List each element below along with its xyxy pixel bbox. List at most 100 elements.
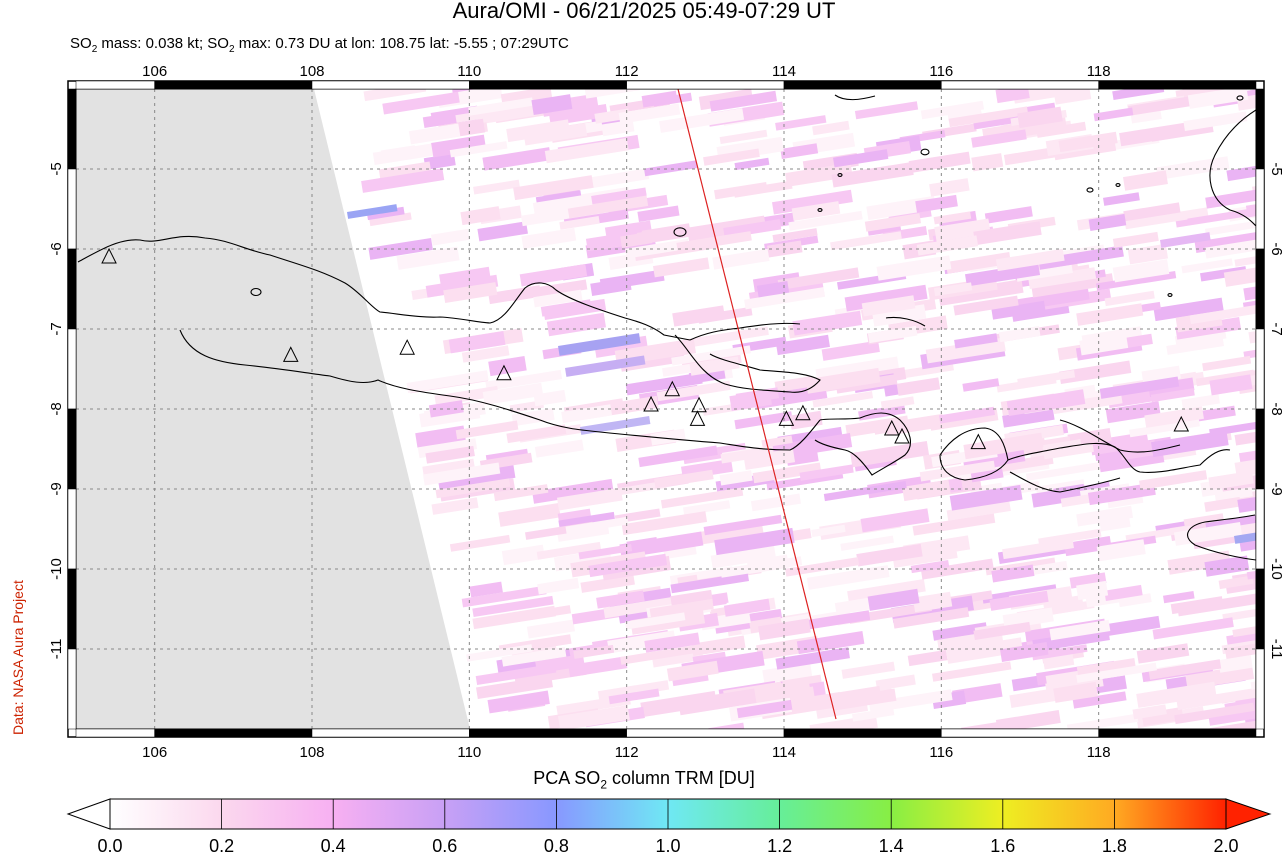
so2-pixel [973, 221, 1042, 246]
so2-pixel [608, 688, 660, 705]
so2-pixel [861, 295, 916, 317]
so2-pixel [1104, 290, 1155, 307]
so2-pixel [963, 432, 1044, 460]
so2-pixel [1042, 653, 1075, 670]
so2-pixel [761, 435, 793, 448]
so2-pixel [938, 279, 1024, 306]
border-segment [1255, 168, 1265, 250]
so2-pixel [858, 404, 906, 421]
so2-summary: SO2 mass: 0.038 kt; SO2 max: 0.73 DU at … [70, 35, 569, 55]
so2-pixel [473, 179, 520, 195]
so2-pixel [568, 656, 628, 678]
border-segment [1255, 248, 1265, 330]
so2-pixel [736, 699, 793, 719]
volcano-triangle [691, 396, 707, 413]
so2-pixel [369, 212, 412, 227]
latitude-label: -7 [48, 322, 65, 335]
so2-pixel [872, 304, 927, 327]
so2-pixel [564, 355, 646, 377]
border-segment [67, 328, 77, 410]
so2-pixel [408, 123, 461, 145]
colorbar-low-arrow [66, 798, 111, 830]
so2-pixel [1162, 590, 1195, 604]
so2-pixel [620, 231, 653, 248]
so2-pixel [1038, 245, 1124, 270]
so2-pixel [603, 594, 688, 619]
so2-pixel [1132, 704, 1167, 720]
so2-pixel [637, 205, 680, 222]
so2-pixel [1076, 662, 1157, 683]
so2-pixel [1042, 439, 1083, 460]
so2-pixel [1237, 370, 1256, 394]
so2-pixel [799, 464, 854, 481]
so2-pixel [1088, 213, 1127, 231]
so2-pixel [670, 589, 713, 609]
so2-pixel [439, 266, 491, 285]
longitude-label: 118 [1087, 744, 1111, 760]
so2-pixel [714, 181, 768, 200]
so2-pixel [1139, 470, 1208, 490]
border-segment [311, 728, 470, 738]
so2-pixel [723, 598, 771, 617]
so2-pixel [1103, 192, 1140, 206]
so2-pixel [772, 189, 853, 215]
volcano-triangle [643, 395, 659, 412]
so2-pixel [995, 248, 1065, 272]
so2-pixel [561, 404, 613, 424]
so2-pixel [1234, 422, 1256, 446]
so2-pixel [1032, 628, 1110, 652]
so2-pixel [710, 545, 777, 569]
border-segment [1255, 328, 1265, 410]
so2-pixel [892, 607, 970, 629]
so2-pixel [907, 649, 948, 667]
so2-pixel [1118, 593, 1152, 608]
so2-pixel [991, 300, 1046, 320]
so2-pixel [485, 369, 563, 391]
so2-pixel [809, 714, 878, 729]
island [1115, 183, 1121, 187]
so2-pixel [1202, 355, 1252, 372]
colorbar-tick-label: 1.0 [655, 836, 680, 855]
so2-pixel [1009, 687, 1065, 708]
so2-pixel [1031, 273, 1114, 298]
border-segment [1098, 80, 1257, 90]
so2-pixel [1058, 131, 1118, 153]
so2-pixel [428, 400, 464, 418]
so2-pixel [363, 89, 427, 102]
so2-pixel [912, 513, 996, 536]
so2-pixel [946, 500, 1011, 521]
so2-pixel [619, 531, 704, 559]
so2-pixel [425, 445, 475, 464]
so2-pixel [493, 484, 549, 502]
island [250, 287, 262, 297]
so2-pixel [984, 206, 1033, 224]
so2-pixel [1239, 533, 1256, 552]
so2-pixel [1222, 601, 1256, 622]
so2-pixel [488, 355, 527, 377]
so2-pixel [544, 138, 629, 164]
so2-pixel [1209, 374, 1253, 396]
so2-pixel [431, 228, 470, 246]
so2-pixel [762, 662, 813, 684]
so2-pixel [929, 178, 970, 197]
so2-pixel [1112, 89, 1165, 100]
border-segment [67, 568, 77, 650]
so2-pixel [805, 367, 881, 394]
island [817, 208, 823, 212]
border-segment [1255, 488, 1265, 570]
so2-pixel [531, 94, 573, 116]
so2-pixel [1049, 619, 1111, 641]
colorbar: 0.0 0.2 0.4 0.6 0.8 1.0 1.2 1.4 1.6 1.8 2.0 [66, 798, 1272, 855]
so2-pixel [1221, 468, 1256, 495]
colorbar-label-sub: 2 [600, 777, 607, 792]
colorbar-tick-label: 0.8 [544, 836, 569, 855]
so2-pixel [920, 100, 984, 120]
so2-pixel [666, 660, 719, 682]
colorbar-tick-label: 1.4 [879, 836, 904, 855]
border-segment [154, 80, 313, 90]
so2-pixel [1153, 297, 1224, 322]
longitude-label: 108 [299, 63, 324, 80]
island [920, 148, 930, 156]
so2-pixel [830, 231, 902, 251]
so2-pixel [1027, 560, 1068, 576]
